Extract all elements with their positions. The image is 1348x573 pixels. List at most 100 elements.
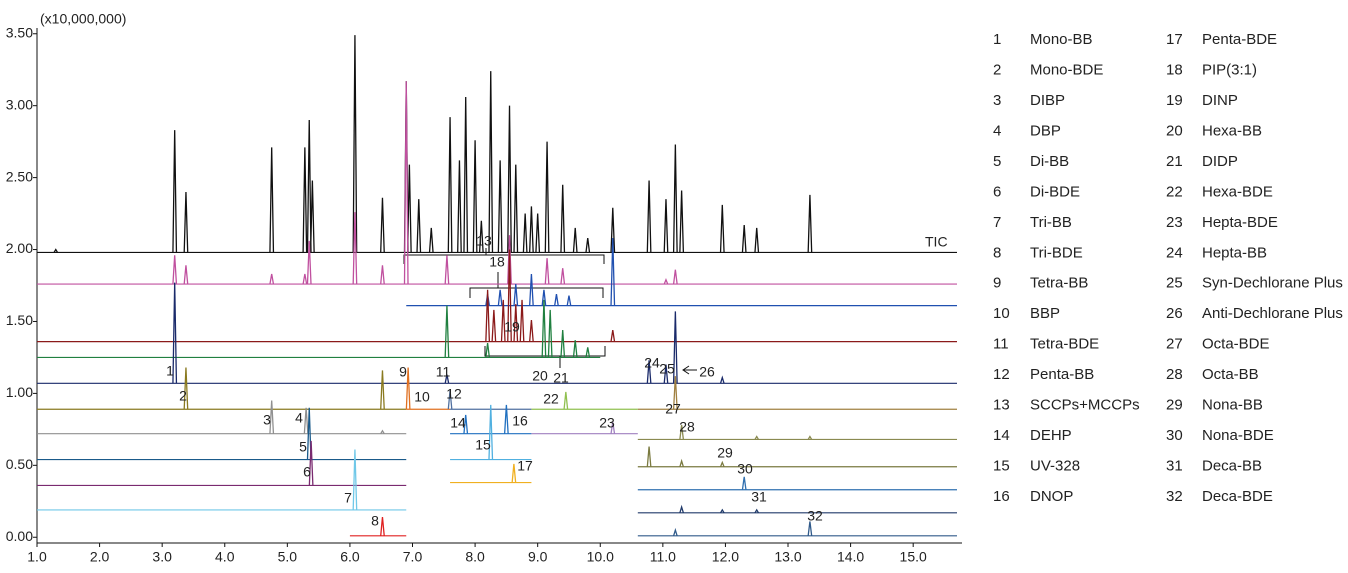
- legend-number: 5: [993, 153, 1001, 170]
- peak: [544, 258, 550, 285]
- peak-label: 17: [517, 458, 533, 474]
- legend-name: Octa-BB: [1202, 366, 1259, 383]
- peak: [352, 212, 358, 285]
- y-tick-label: 2.50: [6, 168, 33, 184]
- peak: [719, 375, 725, 384]
- x-tick-label: 4.0: [215, 549, 235, 565]
- legend-name: Mono-BB: [1030, 31, 1093, 48]
- peak-label: 2: [179, 388, 187, 404]
- peak: [507, 249, 512, 342]
- peak: [488, 404, 494, 460]
- peak: [513, 284, 519, 306]
- legend-name: Nona-BDE: [1202, 427, 1274, 444]
- peak-label: 5: [299, 439, 307, 455]
- peak: [485, 342, 491, 358]
- peak-label: 15: [475, 437, 491, 453]
- x-tick-label: 7.0: [403, 549, 423, 565]
- x-tick-label: 3.0: [152, 549, 172, 565]
- peak-label: 10: [414, 389, 430, 405]
- peak-label: 24: [644, 355, 660, 371]
- legend-number: 21: [1166, 153, 1183, 170]
- x-tick-label: 12.0: [712, 549, 739, 565]
- legend-number: 18: [1166, 61, 1183, 78]
- peak: [302, 273, 308, 285]
- peak: [513, 304, 519, 342]
- peak: [679, 504, 684, 513]
- x-tick-label: 11.0: [650, 549, 676, 565]
- legend-number: 17: [1166, 31, 1183, 48]
- peak-label: 21: [553, 370, 569, 386]
- peak: [488, 71, 494, 253]
- y-tick-label: 1.00: [6, 384, 33, 400]
- peak: [500, 299, 506, 342]
- legend-number: 20: [1166, 122, 1183, 139]
- peak: [610, 207, 616, 253]
- legend-name: PIP(3:1): [1202, 61, 1257, 78]
- peak: [302, 147, 308, 253]
- peak: [563, 391, 569, 410]
- peak: [663, 278, 669, 285]
- peak: [663, 199, 669, 253]
- peak: [646, 180, 652, 253]
- peak: [380, 370, 385, 410]
- legend-number: 12: [993, 366, 1010, 383]
- legend-name: Octa-BDE: [1202, 336, 1270, 353]
- peak: [308, 440, 314, 486]
- legend-number: 1: [993, 31, 1001, 48]
- peak-label: 13: [476, 233, 492, 249]
- legend-number: 15: [993, 458, 1010, 475]
- legend-name: DEHP: [1030, 427, 1072, 444]
- peak: [309, 180, 315, 253]
- peak: [529, 319, 534, 342]
- peak: [507, 235, 512, 285]
- peak: [566, 295, 572, 306]
- legend-number: 26: [1166, 305, 1183, 322]
- legend-number: 19: [1166, 92, 1183, 109]
- y-tick-label: 0.50: [6, 456, 33, 472]
- peak: [547, 309, 553, 358]
- legend-name: Di-BB: [1030, 153, 1069, 170]
- peak: [416, 199, 422, 253]
- legend-number: 32: [1166, 488, 1183, 505]
- peak: [610, 422, 616, 434]
- peak-label: 8: [371, 513, 379, 529]
- peak: [183, 265, 189, 285]
- peak: [807, 435, 813, 440]
- x-tick-label: 5.0: [278, 549, 298, 565]
- peak: [646, 360, 652, 384]
- peak: [172, 255, 178, 285]
- peak-label: 4: [295, 410, 303, 426]
- peak: [457, 160, 462, 253]
- legend-number: 31: [1166, 458, 1183, 475]
- y-tick-label: 1.50: [6, 312, 33, 328]
- peak: [269, 273, 275, 285]
- peak: [529, 206, 534, 253]
- legend-number: 11: [993, 336, 1009, 353]
- legend-name: UV-328: [1030, 458, 1080, 475]
- peak-label: 28: [679, 419, 695, 435]
- x-tick-label: 9.0: [528, 549, 548, 565]
- legend-name: Penta-BB: [1030, 366, 1094, 383]
- x-tick-label: 6.0: [340, 549, 360, 565]
- legend-number: 30: [1166, 427, 1183, 444]
- legend-name: Deca-BB: [1202, 458, 1262, 475]
- peak: [754, 227, 760, 253]
- peak: [672, 527, 678, 536]
- y-tick-label: 0.00: [6, 528, 33, 544]
- x-tick-label: 13.0: [774, 549, 801, 565]
- peak: [610, 238, 616, 306]
- legend-name: Tetra-BDE: [1030, 336, 1099, 353]
- peak: [572, 227, 578, 253]
- y-scale-label: (x10,000,000): [40, 11, 126, 27]
- peak-label: 20: [532, 368, 548, 384]
- peak: [491, 309, 497, 342]
- peak: [172, 282, 178, 384]
- peak-label: 3: [263, 412, 271, 428]
- peak: [472, 140, 478, 253]
- peak: [741, 476, 747, 490]
- peak-label: 11: [436, 364, 451, 380]
- legend-name: DIDP: [1202, 153, 1238, 170]
- legend-name: Nona-BB: [1202, 397, 1263, 414]
- peak: [503, 404, 509, 434]
